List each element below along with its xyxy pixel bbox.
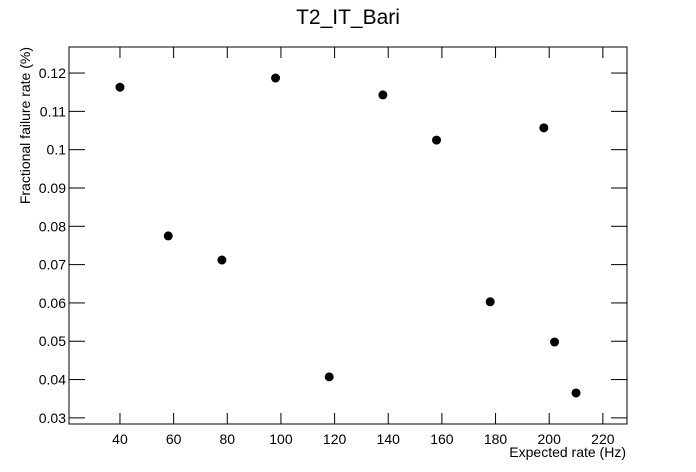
y-tick-label: 0.12 — [39, 65, 66, 81]
plot-frame — [68, 46, 628, 425]
x-tick-label: 160 — [430, 431, 454, 447]
point — [115, 82, 125, 92]
point — [163, 231, 173, 241]
y-tick-label: 0.06 — [39, 295, 66, 311]
y-tick-label: 0.04 — [39, 372, 66, 388]
x-axis-title: Expected rate (Hz) — [509, 444, 626, 460]
point — [571, 388, 581, 398]
x-tick-label: 80 — [219, 431, 235, 447]
y-tick-label: 0.09 — [39, 180, 66, 196]
y-tick-label: 0.03 — [39, 410, 66, 426]
point — [432, 135, 442, 145]
point — [217, 255, 227, 265]
x-tick-label: 100 — [269, 431, 293, 447]
point — [550, 337, 560, 347]
chart-title: T2_IT_Bari — [296, 6, 400, 29]
x-tick-label: 200 — [538, 431, 562, 447]
point — [378, 90, 388, 100]
y-tick-label: 0.11 — [40, 103, 66, 119]
x-tick-label: 140 — [377, 431, 401, 447]
x-tick-label: 60 — [166, 431, 182, 447]
y-tick-label: 0.08 — [39, 218, 66, 234]
point — [271, 73, 281, 83]
y-tick-label: 0.05 — [39, 333, 66, 349]
x-tick-label: 220 — [591, 431, 615, 447]
y-tick-label: 0.07 — [39, 257, 66, 273]
y-axis-title: Fractional failure rate (%) — [17, 47, 33, 204]
y-tick-label: 0.1 — [47, 142, 67, 158]
point — [485, 297, 495, 307]
point — [539, 123, 549, 133]
x-tick-label: 120 — [323, 431, 347, 447]
point — [324, 372, 334, 382]
x-tick-label: 180 — [484, 431, 508, 447]
x-tick-label: 40 — [112, 431, 128, 447]
